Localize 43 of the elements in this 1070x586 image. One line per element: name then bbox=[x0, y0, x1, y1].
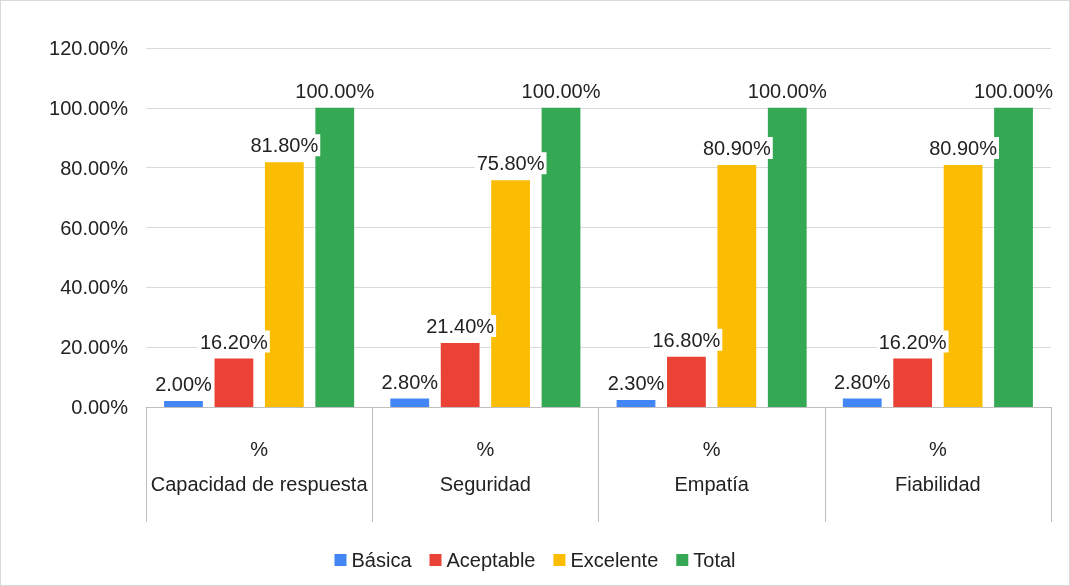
data-label: 100.00% bbox=[747, 79, 827, 102]
bar bbox=[440, 342, 480, 407]
x-tick-label: Empatía bbox=[674, 473, 750, 495]
text: % bbox=[928, 438, 947, 460]
y-tick-label: 20.00% bbox=[60, 336, 129, 359]
text: % bbox=[476, 438, 495, 460]
data-label: 75.80% bbox=[476, 152, 545, 175]
data-label: 16.20% bbox=[878, 330, 947, 353]
legend-label: Excelente bbox=[570, 549, 659, 571]
data-label: 2.30% bbox=[607, 372, 665, 395]
data-label: 16.20% bbox=[199, 330, 269, 353]
text: % bbox=[250, 438, 269, 460]
x-tick-label: Seguridad bbox=[439, 473, 531, 495]
data-label: 80.90% bbox=[702, 136, 771, 159]
legend-label: Básica bbox=[351, 549, 413, 571]
y-tick-label: 120.00% bbox=[49, 37, 129, 59]
bar bbox=[667, 356, 706, 407]
bar bbox=[842, 398, 882, 407]
text: % bbox=[702, 438, 721, 460]
y-tick-label: 60.00% bbox=[60, 216, 129, 239]
bar bbox=[214, 358, 254, 407]
y-tick-label: 40.00% bbox=[60, 276, 129, 299]
data-label: 2.80% bbox=[833, 370, 891, 393]
legend-label: Aceptable bbox=[446, 549, 536, 571]
x-tick-label: Capacidad de respuesta bbox=[150, 473, 369, 495]
bar bbox=[893, 358, 933, 407]
y-tick-label: 100.00% bbox=[49, 96, 129, 119]
data-label: 100.00% bbox=[974, 79, 1054, 102]
x-tick-label: Fiabilidad bbox=[895, 473, 981, 495]
bar bbox=[390, 398, 430, 407]
data-label: 16.80% bbox=[652, 328, 721, 351]
data-label: 2.80% bbox=[381, 370, 439, 393]
y-tick-label: 0.00% bbox=[71, 396, 129, 418]
bar bbox=[616, 400, 656, 407]
data-label: 100.00% bbox=[521, 79, 601, 102]
data-label: 100.00% bbox=[295, 79, 375, 102]
legend-label: Total bbox=[693, 549, 736, 571]
data-label: 21.40% bbox=[426, 314, 495, 337]
y-tick-label: 80.00% bbox=[60, 156, 129, 179]
data-label: 2.00% bbox=[155, 373, 213, 396]
data-label: 80.90% bbox=[929, 136, 998, 159]
bar bbox=[164, 401, 203, 407]
data-label: 81.80% bbox=[250, 134, 319, 157]
